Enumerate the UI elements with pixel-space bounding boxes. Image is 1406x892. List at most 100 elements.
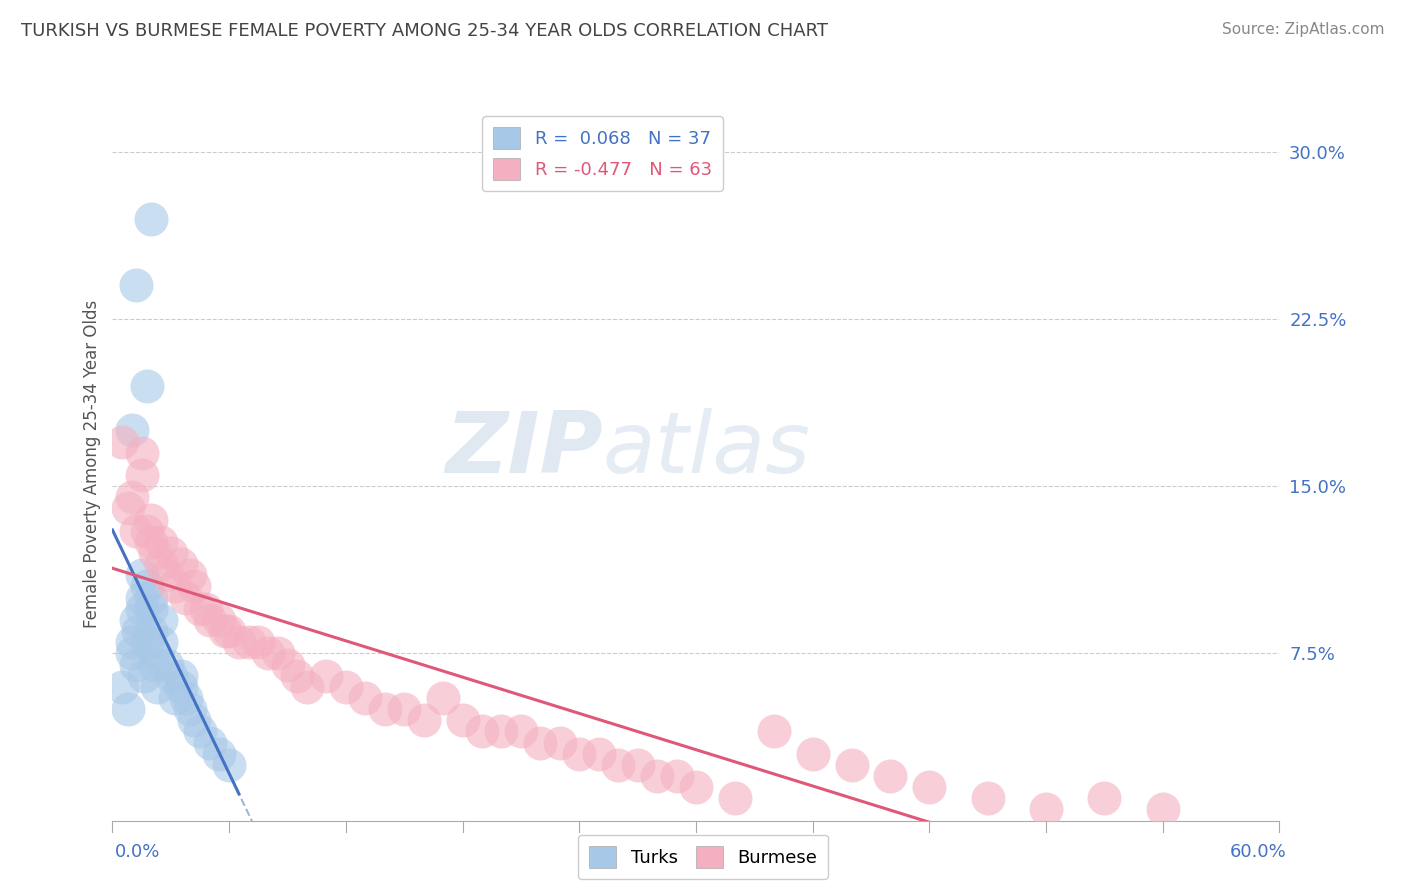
Point [392,702,416,716]
Point [665,769,688,783]
Point [121,635,143,649]
Point [374,702,396,716]
Point [131,445,153,460]
Point [136,378,159,392]
Point [198,613,221,627]
Point [724,791,747,805]
Point [125,524,148,538]
Point [529,735,551,749]
Point [150,534,173,549]
Point [257,646,280,660]
Point [548,735,571,749]
Point [238,635,260,649]
Point [208,747,231,761]
Point [156,657,179,672]
Point [315,669,337,683]
Point [918,780,941,794]
Text: 60.0%: 60.0% [1230,843,1286,861]
Point [111,680,134,694]
Point [335,680,357,694]
Point [141,211,163,226]
Point [121,424,143,438]
Point [841,758,863,772]
Point [160,669,183,683]
Point [285,669,308,683]
Point [136,524,159,538]
Point [645,769,668,783]
Point [156,568,179,582]
Point [131,591,153,605]
Point [117,702,139,716]
Text: TURKISH VS BURMESE FEMALE POVERTY AMONG 25-34 YEAR OLDS CORRELATION CHART: TURKISH VS BURMESE FEMALE POVERTY AMONG … [21,22,828,40]
Point [141,512,163,526]
Point [276,657,298,672]
Point [150,557,173,572]
Point [150,613,173,627]
Point [132,669,155,683]
Legend: R =  0.068   N = 37, R = -0.477   N = 63: R = 0.068 N = 37, R = -0.477 N = 63 [482,116,723,191]
Point [141,602,163,616]
Point [163,580,186,594]
Point [762,724,785,739]
Point [801,747,824,761]
Y-axis label: Female Poverty Among 25-34 Year Olds: Female Poverty Among 25-34 Year Olds [83,300,101,628]
Text: atlas: atlas [603,408,811,491]
Point [607,758,630,772]
Point [188,602,211,616]
Point [146,680,169,694]
Point [111,434,134,449]
Point [176,690,198,705]
Point [267,646,290,660]
Point [136,635,159,649]
Point [471,724,494,739]
Point [588,747,610,761]
Text: Source: ZipAtlas.com: Source: ZipAtlas.com [1222,22,1385,37]
Point [163,690,186,705]
Point [131,568,153,582]
Point [509,724,531,739]
Point [169,669,191,683]
Point [188,724,211,739]
Text: ZIP: ZIP [444,408,603,491]
Point [295,680,318,694]
Point [183,714,205,728]
Point [247,635,270,649]
Point [121,491,143,505]
Point [183,580,205,594]
Point [150,635,173,649]
Point [169,557,191,572]
Point [685,780,707,794]
Point [214,624,236,639]
Point [412,714,434,728]
Point [117,501,139,516]
Point [194,602,217,616]
Point [451,714,474,728]
Point [879,769,901,783]
Point [354,690,377,705]
Point [179,702,201,716]
Point [1092,791,1115,805]
Point [208,613,231,627]
Point [143,546,166,560]
Point [141,624,163,639]
Point [141,534,163,549]
Point [121,646,143,660]
Point [125,613,148,627]
Point [141,591,163,605]
Point [125,657,148,672]
Point [131,467,153,482]
Point [218,624,240,639]
Point [160,546,183,560]
Point [131,602,153,616]
Point [125,278,148,293]
Point [179,568,201,582]
Point [228,635,250,649]
Point [1152,803,1174,817]
Point [491,724,513,739]
Point [169,680,191,694]
Point [432,690,454,705]
Point [176,591,198,605]
Point [1035,803,1057,817]
Point [976,791,998,805]
Point [143,646,166,660]
